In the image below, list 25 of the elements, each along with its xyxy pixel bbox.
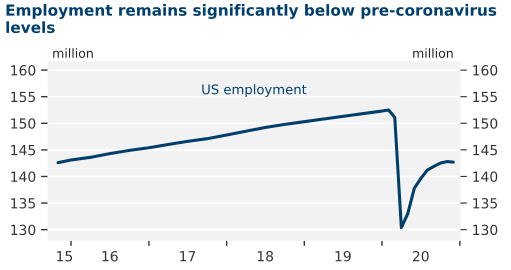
y-tick-label: 150 [11,118,36,129]
y2-tick-label: 145 [473,145,497,156]
y-tick-label: 155 [11,92,36,102]
y2-tick-label: 140 [473,171,498,182]
y-tick-label: 135 [11,198,36,209]
x-tick-label: 20 [412,250,429,262]
y2-tick-label: 155 [473,92,497,102]
x-tick-label: 18 [258,250,274,262]
x-tick-label: 19 [336,250,351,262]
y2-tick-label: 160 [473,65,498,76]
y2-tick-label: 150 [473,118,498,129]
y2-axis-title: million [413,48,453,58]
y2-tick-label: 135 [473,198,497,209]
series-label: US employment [202,84,306,97]
y-tick-label: 130 [11,224,36,236]
y-axis-title: million [53,48,93,58]
x-tick-label: 17 [180,251,196,262]
x-tick-label: 15 [57,251,72,262]
y2-tick-label: 130 [473,224,498,236]
y-tick-label: 145 [11,145,36,156]
y-tick-label: 160 [11,65,36,76]
x-tick-label: 16 [102,250,118,262]
line-series [56,108,455,230]
chart-title: Employment remains significantly below pre-coronavirus levels [6,4,496,34]
y-tick-label: 140 [11,171,36,182]
